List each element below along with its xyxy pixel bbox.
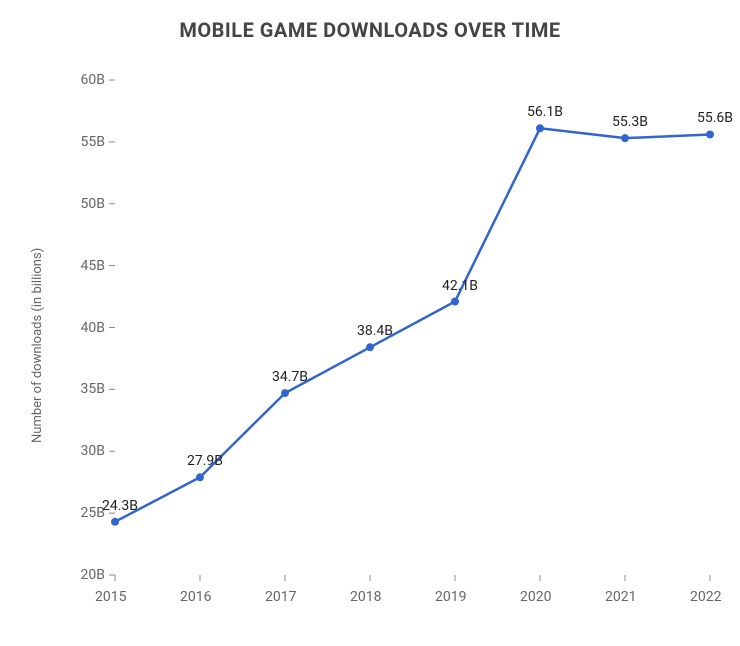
data-point (366, 343, 374, 351)
x-tick-label: 2019 (435, 589, 466, 605)
data-point (111, 518, 119, 526)
data-label: 38.4B (345, 323, 405, 339)
x-tick-label: 2016 (180, 589, 211, 605)
data-label: 24.3B (90, 498, 150, 514)
data-point (536, 124, 544, 132)
y-tick-label: 50B (81, 196, 105, 212)
y-tick-label: 35B (81, 381, 105, 397)
x-tick-label: 2020 (520, 589, 551, 605)
x-tick-label: 2017 (265, 589, 296, 605)
x-tick-label: 2018 (350, 589, 381, 605)
data-point (196, 473, 204, 481)
data-label: 34.7B (260, 369, 320, 385)
data-label: 55.3B (600, 114, 660, 130)
data-label: 42.1B (430, 278, 490, 294)
y-tick-label: 45B (81, 258, 105, 274)
y-tick-label: 60B (81, 72, 105, 88)
data-label: 56.1B (515, 104, 575, 120)
x-tick-label: 2021 (605, 589, 636, 605)
x-tick-label: 2015 (95, 589, 126, 605)
y-tick-label: 40B (81, 320, 105, 336)
data-label: 27.9B (175, 453, 235, 469)
x-tick-label: 2022 (690, 589, 721, 605)
y-tick-label: 30B (81, 443, 105, 459)
data-point (451, 298, 459, 306)
line-chart: MOBILE GAME DOWNLOADS OVER TIME Number o… (0, 0, 740, 646)
y-tick-label: 55B (81, 134, 105, 150)
data-point (621, 134, 629, 142)
y-tick-label: 20B (81, 567, 105, 583)
data-point (281, 389, 289, 397)
data-label: 55.6B (685, 110, 740, 126)
data-point (706, 130, 714, 138)
